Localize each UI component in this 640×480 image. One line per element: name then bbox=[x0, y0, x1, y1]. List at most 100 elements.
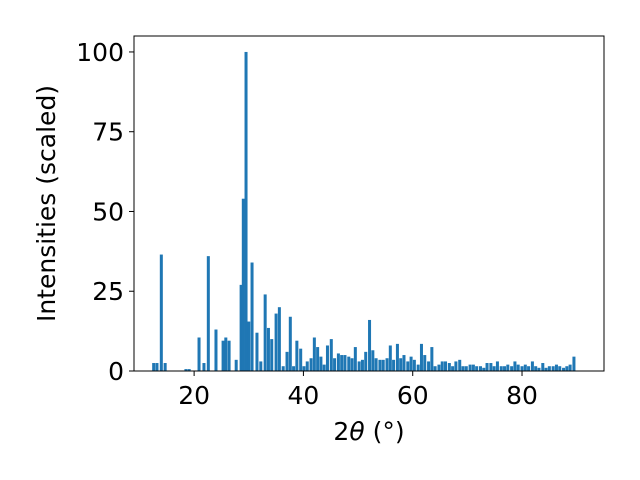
bar-105 bbox=[554, 364, 558, 371]
bar-101 bbox=[541, 363, 545, 371]
bar-90 bbox=[503, 366, 507, 371]
y-tick-label-75: 75 bbox=[92, 118, 124, 147]
bar-51 bbox=[368, 319, 372, 371]
bar-47 bbox=[353, 347, 357, 371]
bar-110 bbox=[572, 356, 576, 371]
bar-77 bbox=[458, 359, 462, 371]
bar-29 bbox=[292, 366, 296, 371]
bar-27 bbox=[285, 351, 289, 371]
bar-76 bbox=[454, 361, 458, 371]
x-axis-ticks: 20 40 60 80 bbox=[178, 371, 538, 410]
y-axis-ticks: 0 25 50 75 100 bbox=[76, 38, 134, 386]
bar-92 bbox=[510, 366, 514, 371]
bar-21 bbox=[263, 294, 267, 371]
bar-19 bbox=[255, 332, 259, 371]
bar-67 bbox=[423, 355, 427, 371]
bar-74 bbox=[447, 363, 451, 371]
bar-55 bbox=[381, 359, 385, 371]
bar-93 bbox=[513, 361, 517, 371]
bar-64 bbox=[412, 359, 416, 371]
bar-109 bbox=[568, 364, 572, 371]
x-axis-label-main: 2 bbox=[333, 417, 349, 446]
bar-89 bbox=[499, 366, 503, 371]
bar-57 bbox=[388, 345, 392, 371]
bar-12 bbox=[227, 340, 231, 371]
bar-13 bbox=[234, 359, 238, 371]
bar-2 bbox=[159, 254, 163, 371]
bar-9 bbox=[214, 329, 218, 371]
bar-50 bbox=[364, 351, 368, 371]
bar-42 bbox=[336, 353, 340, 371]
bar-39 bbox=[325, 345, 329, 371]
bar-100 bbox=[537, 367, 541, 371]
bar-16 bbox=[244, 51, 248, 371]
bar-7 bbox=[202, 363, 206, 371]
bar-88 bbox=[495, 361, 499, 371]
bar-43 bbox=[340, 355, 344, 371]
bar-20 bbox=[259, 361, 263, 371]
bar-63 bbox=[409, 356, 413, 371]
bar-3 bbox=[163, 363, 167, 371]
bar-48 bbox=[357, 361, 361, 371]
bar-87 bbox=[492, 366, 496, 371]
bar-33 bbox=[305, 361, 309, 371]
bar-106 bbox=[558, 366, 562, 371]
bar-73 bbox=[444, 361, 448, 371]
bar-41 bbox=[333, 358, 337, 371]
x-axis-label-theta: θ bbox=[349, 417, 364, 446]
x-tick-label-20: 20 bbox=[178, 381, 210, 410]
bar-71 bbox=[437, 364, 441, 371]
bar-6 bbox=[197, 337, 201, 371]
bar-37 bbox=[319, 356, 323, 371]
bar-60 bbox=[399, 358, 403, 371]
x-axis-label-spacer bbox=[365, 417, 373, 446]
bar-82 bbox=[475, 366, 479, 371]
bar-68 bbox=[427, 361, 431, 371]
bar-11 bbox=[224, 337, 228, 371]
bar-75 bbox=[451, 366, 455, 371]
bar-80 bbox=[468, 364, 472, 371]
bar-15 bbox=[241, 198, 245, 371]
y-tick-label-50: 50 bbox=[92, 197, 124, 226]
bar-53 bbox=[374, 358, 378, 371]
bar-31 bbox=[299, 348, 303, 371]
bar-23 bbox=[270, 339, 274, 371]
bar-26 bbox=[281, 366, 285, 371]
bar-103 bbox=[547, 366, 551, 371]
bar-30 bbox=[295, 340, 299, 371]
bar-10 bbox=[221, 340, 225, 371]
x-tick-label-80: 80 bbox=[506, 381, 538, 410]
y-axis-label: Intensities (scaled) bbox=[32, 85, 61, 322]
bar-69 bbox=[430, 347, 434, 371]
bar-97 bbox=[527, 366, 531, 371]
plot-frame bbox=[133, 35, 605, 372]
bar-85 bbox=[485, 363, 489, 371]
bar-18 bbox=[250, 262, 254, 371]
bar-54 bbox=[378, 359, 382, 371]
bar-56 bbox=[385, 358, 389, 371]
bar-108 bbox=[565, 366, 569, 371]
bar-107 bbox=[562, 367, 566, 371]
bar-95 bbox=[520, 366, 524, 371]
bar-28 bbox=[288, 316, 292, 371]
bar-83 bbox=[478, 366, 482, 371]
bar-46 bbox=[350, 358, 354, 371]
bar-91 bbox=[506, 364, 510, 371]
bar-59 bbox=[395, 343, 399, 371]
y-tick-label-0: 0 bbox=[108, 357, 124, 386]
bar-22 bbox=[266, 327, 270, 371]
bar-1 bbox=[155, 363, 159, 371]
bar-4 bbox=[184, 369, 188, 371]
bar-58 bbox=[392, 359, 396, 371]
bar-72 bbox=[440, 361, 444, 371]
bar-5 bbox=[187, 369, 191, 371]
bar-98 bbox=[530, 361, 534, 371]
bar-35 bbox=[312, 337, 316, 371]
bar-34 bbox=[309, 358, 313, 371]
bar-99 bbox=[534, 366, 538, 371]
bar-79 bbox=[464, 366, 468, 371]
bar-70 bbox=[433, 366, 437, 371]
bar-32 bbox=[302, 366, 306, 371]
